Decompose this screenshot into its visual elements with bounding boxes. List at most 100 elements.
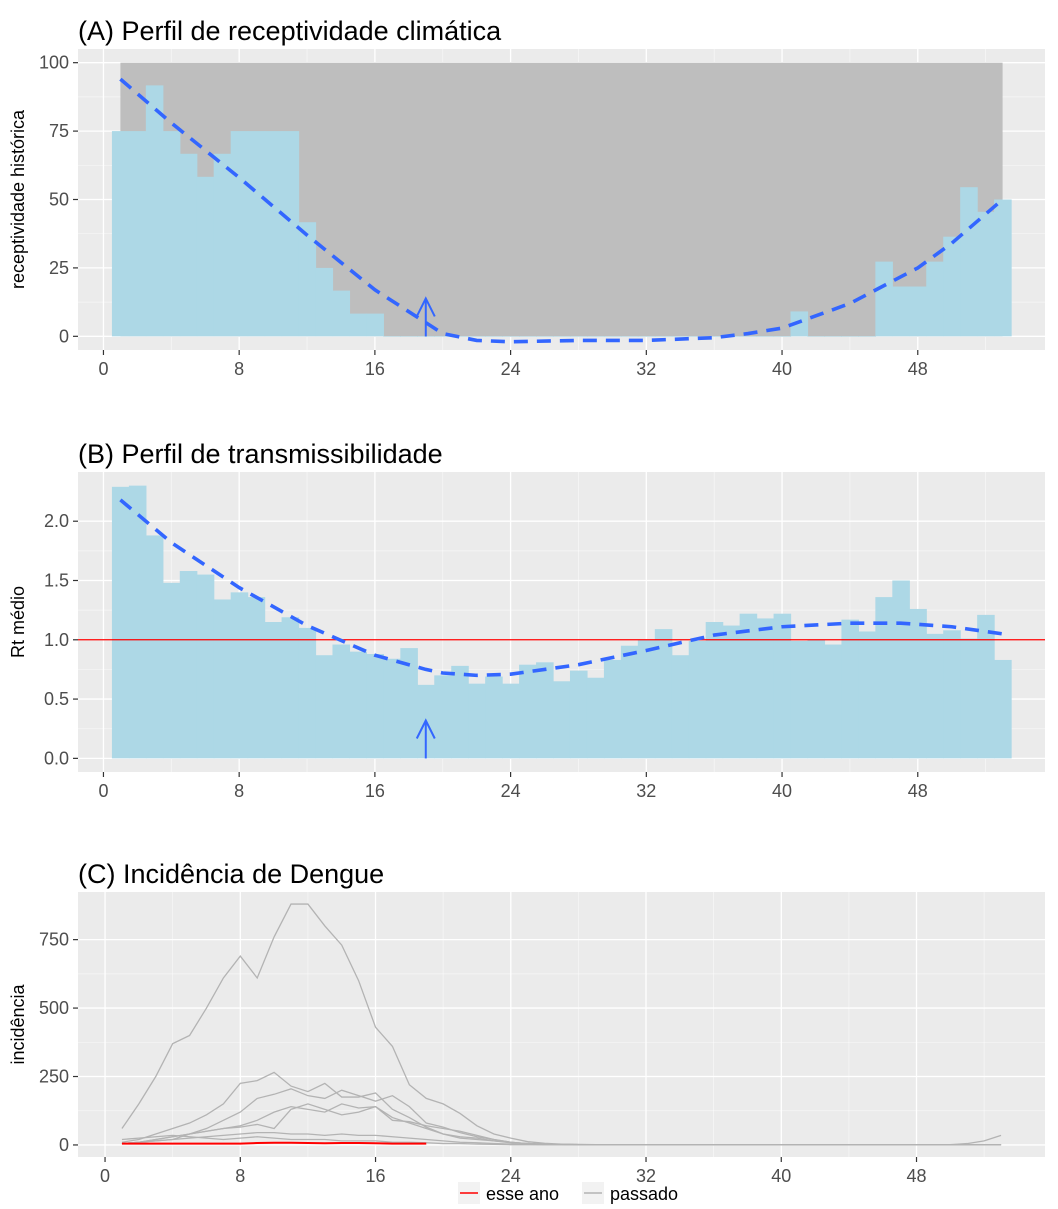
panel-a-bar bbox=[858, 336, 876, 337]
panel-b-bar bbox=[773, 613, 792, 759]
panel-a-bar bbox=[383, 336, 401, 337]
panel-c-series-passado bbox=[121, 1134, 1002, 1146]
panel-b-y-tick-label: 0.5 bbox=[44, 689, 69, 709]
panel-b-bar bbox=[213, 599, 232, 759]
panel-b-bar bbox=[569, 670, 588, 759]
panel-a-plot-area bbox=[111, 62, 1012, 344]
panel-b-bar bbox=[145, 535, 164, 759]
panel-b-bar bbox=[807, 639, 826, 759]
panel-a-bar bbox=[366, 313, 384, 337]
panel-a-trend-line bbox=[119, 77, 1004, 344]
panel-a-bar bbox=[756, 336, 775, 337]
panel-a-bar bbox=[977, 211, 995, 337]
panel-b-bar bbox=[383, 658, 401, 759]
panel-c-title: (C) Incidência de Dengue bbox=[78, 859, 384, 889]
panel-a-bar bbox=[909, 286, 927, 337]
panel-a-x-tick-label: 16 bbox=[365, 359, 385, 379]
panel-a-bar bbox=[519, 336, 537, 337]
panel-b-bar bbox=[366, 654, 384, 759]
panel-b-bar bbox=[162, 582, 181, 759]
panel-a-bar bbox=[790, 311, 809, 337]
panel-a-bar bbox=[688, 336, 707, 337]
panel-b-y-tick-label: 2.0 bbox=[44, 511, 69, 531]
panel-b-y-tick-label: 0.0 bbox=[44, 748, 69, 768]
panel-b-bar bbox=[960, 638, 978, 759]
panel-a-y-tick-label: 25 bbox=[49, 258, 69, 278]
panel-a-bar bbox=[654, 336, 673, 337]
panel-b-x-tick-label: 48 bbox=[908, 781, 928, 801]
panel-a-bar bbox=[671, 336, 690, 337]
panel-a-bar bbox=[926, 261, 944, 337]
panel-b-bar bbox=[858, 631, 876, 759]
panel-b-x-tick-label: 0 bbox=[98, 781, 108, 801]
panel-a-bar bbox=[179, 153, 198, 337]
panel-c-background bbox=[78, 892, 1045, 1157]
panel-a-bar bbox=[960, 187, 978, 337]
panel-a-y-tick-label: 100 bbox=[39, 53, 69, 73]
panel-a-bar bbox=[400, 336, 418, 337]
panel-b-bar bbox=[179, 571, 198, 759]
panel-b-bar bbox=[620, 645, 639, 759]
panel-b-bar bbox=[824, 644, 843, 759]
panel-c-y-tick-label: 250 bbox=[39, 1067, 69, 1087]
panel-b-x-tick-label: 32 bbox=[636, 781, 656, 801]
panel-b-bar bbox=[739, 613, 758, 759]
panel-b-week-marker-arrowhead bbox=[415, 718, 436, 739]
panel-b-bar bbox=[994, 659, 1012, 759]
panel-c-series-esse-ano bbox=[121, 1141, 427, 1145]
panel-a-bar bbox=[773, 336, 792, 337]
panel-b-bar bbox=[128, 485, 147, 759]
panel-b-bar bbox=[349, 651, 368, 759]
panel-a-x-tick-label: 8 bbox=[234, 359, 244, 379]
panel-b-bar bbox=[315, 655, 334, 759]
panel-a-title: (A) Perfil de receptividade climática bbox=[78, 16, 502, 46]
panel-b-bar bbox=[281, 617, 300, 759]
panel-b-bar bbox=[536, 662, 554, 759]
panel-a-x-tick-label: 0 bbox=[98, 359, 108, 379]
panel-a-bar bbox=[807, 336, 826, 337]
panel-a-bar bbox=[994, 199, 1012, 337]
panel-b-bar bbox=[943, 630, 961, 759]
panel-a-bar bbox=[128, 131, 147, 337]
panel-b-bar bbox=[654, 629, 673, 759]
panel-a-bar bbox=[298, 222, 317, 337]
panel-b-bar bbox=[485, 676, 503, 759]
panel-b-bar bbox=[264, 622, 283, 759]
panel-a-x-tick-label: 32 bbox=[636, 359, 656, 379]
panel-a-bar bbox=[247, 131, 266, 337]
panel-a-bar bbox=[892, 286, 910, 337]
panel-b-bar bbox=[722, 625, 741, 759]
panel-a-y-tick-label: 75 bbox=[49, 121, 69, 141]
panel-a-bar bbox=[943, 236, 961, 337]
panel-b-bar bbox=[332, 644, 351, 759]
panel-b-bar bbox=[637, 639, 656, 759]
panel-a-bar bbox=[434, 336, 452, 337]
panel-b-x-tick-label: 8 bbox=[234, 781, 244, 801]
panel-c-plot-area bbox=[121, 903, 1002, 1146]
panel-b-bar bbox=[841, 619, 859, 759]
panel-b-bar bbox=[434, 675, 452, 759]
panel-b-bar bbox=[111, 486, 130, 759]
panel-b-bar bbox=[519, 664, 537, 759]
panel-b-bar bbox=[756, 618, 775, 759]
panel-a-bar bbox=[485, 336, 503, 337]
panel-a-bar bbox=[705, 336, 724, 337]
panel-a-bar bbox=[315, 267, 334, 337]
panel-a-bar bbox=[536, 336, 554, 337]
panel-b-title: (B) Perfil de transmissibilidade bbox=[78, 439, 443, 469]
panel-a-bar bbox=[502, 336, 520, 337]
panel-a-bar bbox=[875, 261, 893, 337]
panel-b-bar bbox=[892, 580, 910, 759]
legend-label: esse ano bbox=[486, 1184, 559, 1204]
panel-b-bar bbox=[586, 677, 605, 759]
panel-a-bar bbox=[637, 336, 656, 337]
panel-a-bar bbox=[620, 336, 639, 337]
panel-a-bar bbox=[281, 131, 300, 337]
panel-c-x-tick-label: 32 bbox=[636, 1166, 656, 1186]
panel-a-bar bbox=[739, 336, 758, 337]
panel-b-y-tick-label: 1.0 bbox=[44, 630, 69, 650]
panel-b-x-tick-label: 24 bbox=[501, 781, 521, 801]
panel-b-bar bbox=[451, 665, 469, 759]
panel-b-bar bbox=[298, 627, 317, 759]
